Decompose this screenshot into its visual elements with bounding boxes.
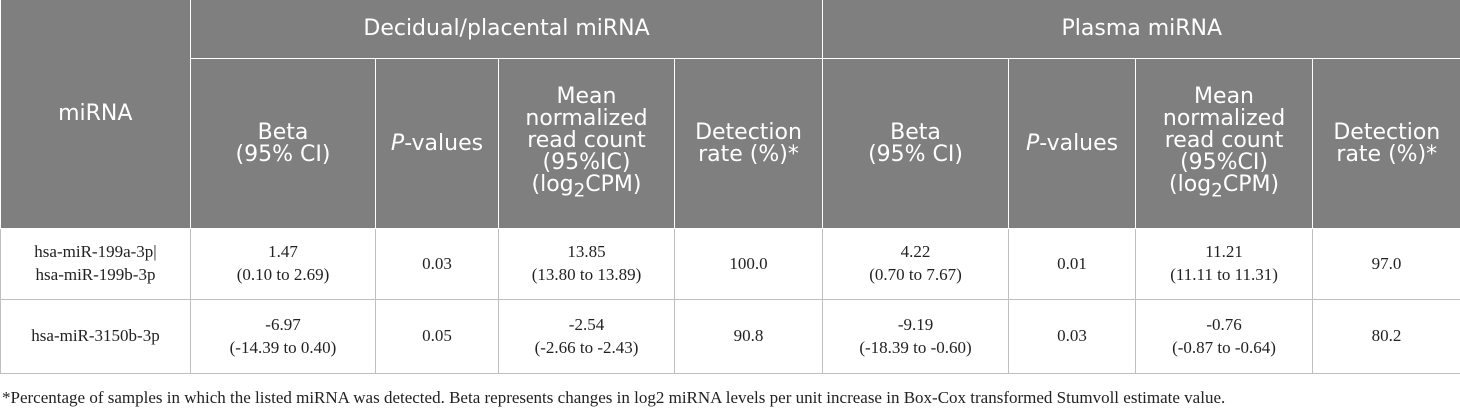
cell-decidual-detection: 90.8 xyxy=(673,299,824,374)
log-prefix: (log xyxy=(1169,172,1212,198)
header-line: Beta xyxy=(257,119,309,145)
cell-decidual-beta: 1.47 (0.10 to 2.69) xyxy=(190,228,376,300)
header-line: read count xyxy=(1164,128,1284,154)
log-subscript: 2 xyxy=(573,180,586,202)
cell-plasma-beta: -9.19 (-18.39 to -0.60) xyxy=(822,299,1010,374)
cell-line: -0.76 xyxy=(1206,314,1242,334)
cell-decidual-pvalue: 0.05 xyxy=(375,299,499,374)
cell-line: 4.22 xyxy=(900,242,931,262)
header-line: Detection xyxy=(695,119,802,145)
header-line: rate (%)* xyxy=(1336,141,1438,167)
header-line-log: (log2CPM) xyxy=(1140,174,1308,201)
header-plasma-detection: Detection rate (%)* xyxy=(1312,58,1460,229)
cell-line: (-14.39 to 0.40) xyxy=(229,337,337,357)
log-suffix: CPM) xyxy=(1222,172,1280,198)
cell-line: 13.85 xyxy=(567,242,606,262)
header-decidual-mean: Mean normalized read count (95%IC) (log2… xyxy=(498,58,675,229)
log-subscript: 2 xyxy=(1211,180,1223,202)
cell-line: (0.10 to 2.69) xyxy=(236,265,330,284)
header-group-row: miRNA Decidual/placental miRNA Plasma mi… xyxy=(0,0,1460,229)
cell-plasma-beta: 4.22 (0.70 to 7.67) xyxy=(822,228,1010,300)
cell-line: -2.54 xyxy=(568,314,605,334)
header-p-italic: P xyxy=(390,130,405,156)
cell-line: (13.80 to 13.89) xyxy=(531,265,642,284)
cell-line: -9.19 xyxy=(897,314,934,334)
results-table: miRNA Decidual/placental miRNA Plasma mi… xyxy=(0,0,1460,374)
cell-plasma-detection: 97.0 xyxy=(1312,228,1460,300)
header-plasma-beta: Beta (95% CI) xyxy=(822,58,1010,229)
header-line: normalized xyxy=(525,106,648,132)
header-line: Beta xyxy=(890,119,941,145)
header-line: read count xyxy=(527,128,646,154)
header-line: Mean xyxy=(556,84,617,110)
header-line: (95%CI) xyxy=(1180,150,1268,176)
cell-plasma-mean: 11.21 (11.11 to 11.31) xyxy=(1135,228,1314,300)
header-decidual-detection: Detection rate (%)* xyxy=(674,58,824,229)
header-line: rate (%)* xyxy=(698,141,799,167)
header-line: Detection xyxy=(1333,119,1441,145)
table-row: hsa-miR-3150b-3p -6.97 (-14.39 to 0.40) … xyxy=(0,299,1460,374)
cell-decidual-mean: 13.85 (13.80 to 13.89) xyxy=(498,228,675,300)
cell-plasma-detection: 80.2 xyxy=(1312,299,1460,374)
header-mirna: miRNA xyxy=(0,0,191,229)
cell-line: (-18.39 to -0.60) xyxy=(859,337,972,357)
header-plasma-mean: Mean normalized read count (95%CI) (log2… xyxy=(1135,58,1314,229)
header-line-log: (log2CPM) xyxy=(503,174,670,201)
log-prefix: (log xyxy=(531,172,574,198)
cell-line: 1.47 xyxy=(268,242,298,262)
header-line: (95% CI) xyxy=(235,141,331,167)
cell-line: (0.70 to 7.67) xyxy=(869,265,962,284)
cell-plasma-pvalue: 0.03 xyxy=(1008,299,1137,374)
header-line: Mean xyxy=(1194,84,1254,110)
header-decidual-beta: Beta (95% CI) xyxy=(190,58,376,229)
cell-line: (-0.87 to -0.64) xyxy=(1172,337,1276,357)
cell-decidual-pvalue: 0.03 xyxy=(375,228,499,300)
header-column-row: Beta (95% CI) P-values Mean normalized r… xyxy=(1,58,1460,229)
cell-line: (11.11 to 11.31) xyxy=(1170,265,1278,284)
header-p-suffix: -values xyxy=(404,130,484,156)
cell-line: (-2.66 to -2.43) xyxy=(534,337,639,357)
table-footnote: *Percentage of samples in which the list… xyxy=(2,388,1226,407)
header-plasma-pvalues: P-values xyxy=(1008,58,1137,229)
header-line: normalized xyxy=(1162,106,1286,132)
table-row: hsa-miR-199a-3p| hsa-miR-199b-3p 1.47 (0… xyxy=(0,228,1460,300)
log-suffix: CPM) xyxy=(585,172,642,198)
cell-decidual-mean: -2.54 (-2.66 to -2.43) xyxy=(498,299,675,374)
results-table-container: miRNA Decidual/placental miRNA Plasma mi… xyxy=(0,0,1460,374)
cell-plasma-mean: -0.76 (-0.87 to -0.64) xyxy=(1135,299,1314,374)
cell-mirna: hsa-miR-199a-3p| hsa-miR-199b-3p xyxy=(0,228,191,300)
cell-line: 11.21 xyxy=(1205,242,1243,262)
header-p-italic: P xyxy=(1025,130,1040,156)
header-decidual-pvalues: P-values xyxy=(375,58,499,229)
cell-decidual-beta: -6.97 (-14.39 to 0.40) xyxy=(190,299,376,374)
header-p-suffix: -values xyxy=(1039,130,1119,156)
cell-line: hsa-miR-199a-3p| xyxy=(34,242,157,262)
header-group-decidual: Decidual/placental miRNA xyxy=(190,0,824,59)
header-group-plasma: Plasma miRNA xyxy=(822,0,1460,59)
cell-decidual-detection: 100.0 xyxy=(673,228,824,300)
cell-line: hsa-miR-199b-3p xyxy=(35,265,156,284)
cell-plasma-pvalue: 0.01 xyxy=(1008,228,1137,300)
header-line: (95%IC) xyxy=(542,150,631,176)
cell-mirna: hsa-miR-3150b-3p xyxy=(0,299,191,374)
cell-line: hsa-miR-3150b-3p xyxy=(31,326,160,346)
header-line: (95% CI) xyxy=(868,141,963,167)
cell-line: -6.97 xyxy=(265,314,301,334)
